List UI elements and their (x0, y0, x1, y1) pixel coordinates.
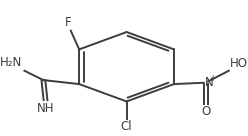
Text: O: O (201, 105, 211, 118)
Text: N: N (205, 76, 213, 89)
Text: NH: NH (37, 102, 54, 115)
Text: H₂N: H₂N (0, 56, 22, 69)
Text: HO: HO (230, 57, 248, 70)
Text: +: + (209, 74, 216, 83)
Text: Cl: Cl (121, 120, 132, 133)
Text: F: F (65, 16, 72, 29)
